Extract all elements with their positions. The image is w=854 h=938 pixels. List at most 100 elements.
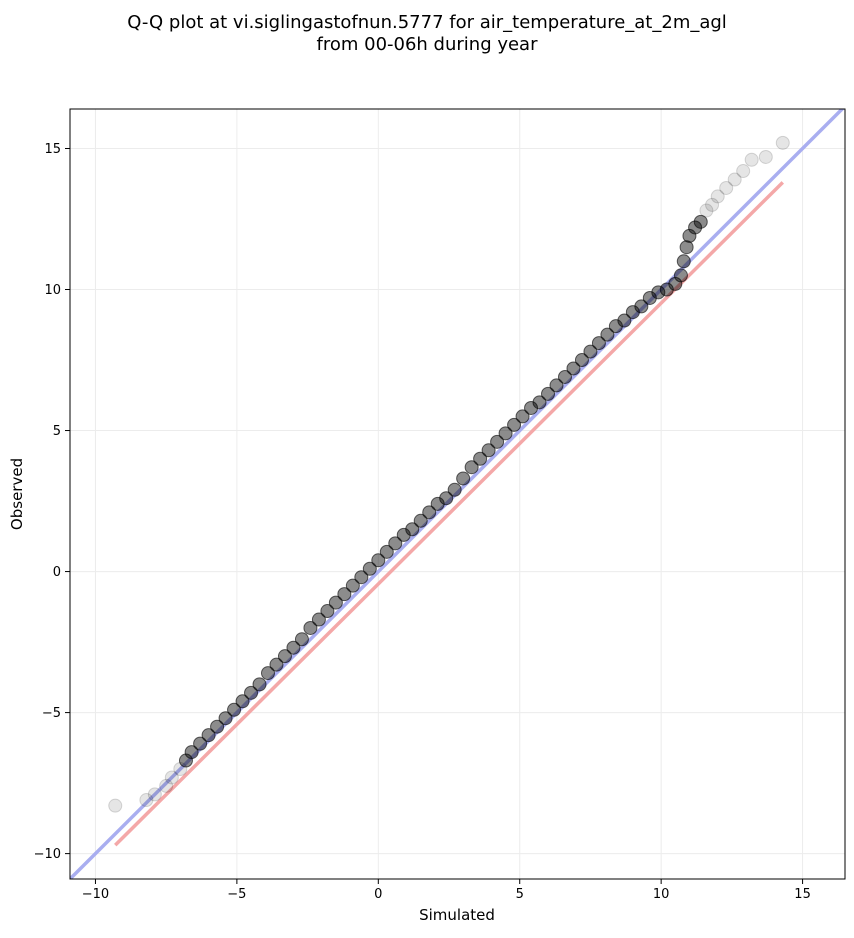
data-point [464,460,479,475]
data-point [758,149,773,164]
data-point [139,793,154,808]
data-point [201,728,216,743]
y-tick-label: 15 [44,142,61,157]
data-point [719,180,734,195]
data-point [277,649,292,664]
data-point [413,513,428,528]
data-point [642,290,657,305]
data-point [164,770,179,785]
data-point [473,451,488,466]
data-point [583,344,598,359]
data-point [705,197,720,212]
data-point [673,268,688,283]
data-point [507,417,522,432]
data-point [617,313,632,328]
data-point [600,327,615,342]
x-tick-label: 15 [794,887,811,902]
x-axis-label: Simulated [419,906,495,924]
data-point [396,527,411,542]
data-point [227,702,242,717]
data-point [515,409,530,424]
data-point [549,378,564,393]
data-point [659,282,674,297]
data-point [252,677,267,692]
data-point [744,152,759,167]
data-point [566,361,581,376]
data-point [173,762,188,776]
data-point [727,172,742,187]
x-axis-ticks: −10 −5 0 5 10 15 [82,879,811,902]
data-point [337,587,352,602]
data-point [651,285,666,300]
data-points [108,135,790,813]
data-point [447,482,462,497]
data-point [524,400,539,415]
data-point [679,240,694,255]
y-tick-label: 10 [44,283,61,298]
y-axis-label: Observed [8,458,26,530]
data-point [591,336,606,351]
data-point [710,189,725,204]
data-point [430,496,445,511]
data-point [260,666,275,681]
y-tick-label: 0 [53,565,61,580]
data-point [625,305,640,320]
data-point [354,570,369,585]
data-point [371,553,386,568]
chart-title-line-2: from 00-06h during year [317,34,539,55]
y-tick-label: −5 [42,706,61,721]
y-tick-label: 5 [53,424,61,439]
data-point [456,471,471,486]
data-point [668,276,683,291]
data-point [178,753,193,768]
data-point [218,711,233,726]
data-point [320,604,335,619]
data-point [608,319,623,334]
data-point [634,299,649,314]
data-point [210,719,225,734]
x-tick-label: 0 [374,887,382,902]
data-point [532,395,547,410]
data-point [303,620,318,635]
data-point [557,369,572,384]
data-point [159,778,174,793]
y-axis-ticks: −10 −5 0 5 10 15 [34,142,70,862]
data-point [311,612,326,627]
chart-title-line-1: Q-Q plot at vi.siglingastofnun.5777 for … [127,12,727,33]
data-point [328,595,343,610]
data-point [693,214,708,229]
data-point [345,578,360,593]
data-point [498,426,513,441]
data-point [574,353,589,368]
data-point [379,544,394,559]
x-tick-label: 10 [653,887,670,902]
data-point [362,561,377,576]
data-point [388,536,403,551]
data-point [688,220,703,235]
x-tick-label: 5 [516,887,524,902]
data-point [269,657,284,672]
data-point [439,491,454,506]
y-tick-label: −10 [34,847,61,862]
data-point [405,522,420,537]
grid [70,109,845,879]
data-point [147,787,162,802]
data-point [108,798,123,813]
data-point [541,386,556,401]
data-point [490,434,505,449]
data-point [775,135,790,150]
data-point [676,254,691,269]
x-tick-label: −10 [82,887,109,902]
data-point [294,632,309,647]
plot-area-frame [69,108,846,880]
x-tick-label: −5 [227,887,246,902]
data-point [244,685,259,700]
data-point [699,203,714,218]
data-point [682,228,697,243]
data-point [422,505,437,520]
data-point [235,694,250,709]
data-point [184,745,199,760]
data-point [736,164,751,179]
